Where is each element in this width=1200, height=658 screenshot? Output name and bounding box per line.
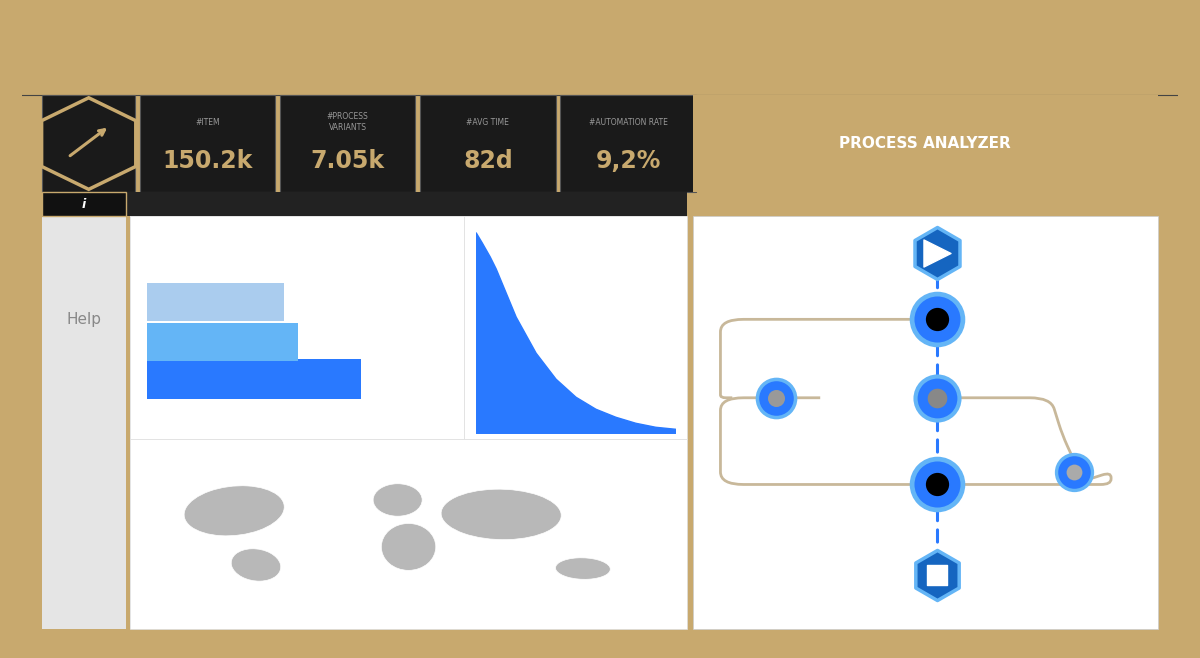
Text: 82d: 82d [463,149,512,173]
Bar [148,323,298,361]
Point [928,570,947,580]
Ellipse shape [232,549,281,581]
Text: PROCESS ANALYZER: PROCESS ANALYZER [839,136,1010,151]
Bar [42,95,134,192]
Ellipse shape [184,486,284,536]
Bar [464,216,686,439]
Point [767,393,786,403]
Bar [420,95,556,192]
Bar [139,95,275,192]
Text: Process Mining Dashboard: Process Mining Dashboard [50,38,491,70]
Point [928,393,947,403]
Bar [692,216,1158,629]
Bar [42,216,126,629]
Bar [280,95,415,192]
Point [767,393,786,403]
Bar [131,216,464,439]
Point [928,570,947,580]
Point [928,393,947,403]
Text: 9,2%: 9,2% [595,149,661,173]
Ellipse shape [442,489,562,540]
Point [1064,467,1084,477]
Text: #AUTOMATION RATE: #AUTOMATION RATE [589,118,667,126]
Point [767,393,786,403]
Point [928,479,947,490]
Point [928,248,947,259]
Bar [692,95,1158,192]
Text: Help: Help [66,312,102,327]
Point [1064,467,1084,477]
Bar [131,216,686,629]
Bar [148,359,360,399]
Bar [42,192,686,216]
Point [928,479,947,490]
Bar [148,283,284,321]
Bar [131,439,686,629]
Point [928,314,947,324]
Ellipse shape [373,484,422,517]
Text: #AVG TIME: #AVG TIME [467,118,509,126]
Bar [560,95,696,192]
Text: #PROCESS
VARIANTS: #PROCESS VARIANTS [326,113,368,132]
Ellipse shape [556,558,611,579]
Point [928,314,947,324]
Point [928,314,947,324]
Text: 150.2k: 150.2k [162,149,252,173]
Point [928,479,947,490]
Text: i: i [82,197,86,211]
Point [928,248,947,259]
Text: 7.05k: 7.05k [311,149,385,173]
Text: #ITEM: #ITEM [196,118,220,126]
Point [1064,467,1084,477]
Bar [42,192,126,216]
Point [928,393,947,403]
Ellipse shape [382,523,436,570]
